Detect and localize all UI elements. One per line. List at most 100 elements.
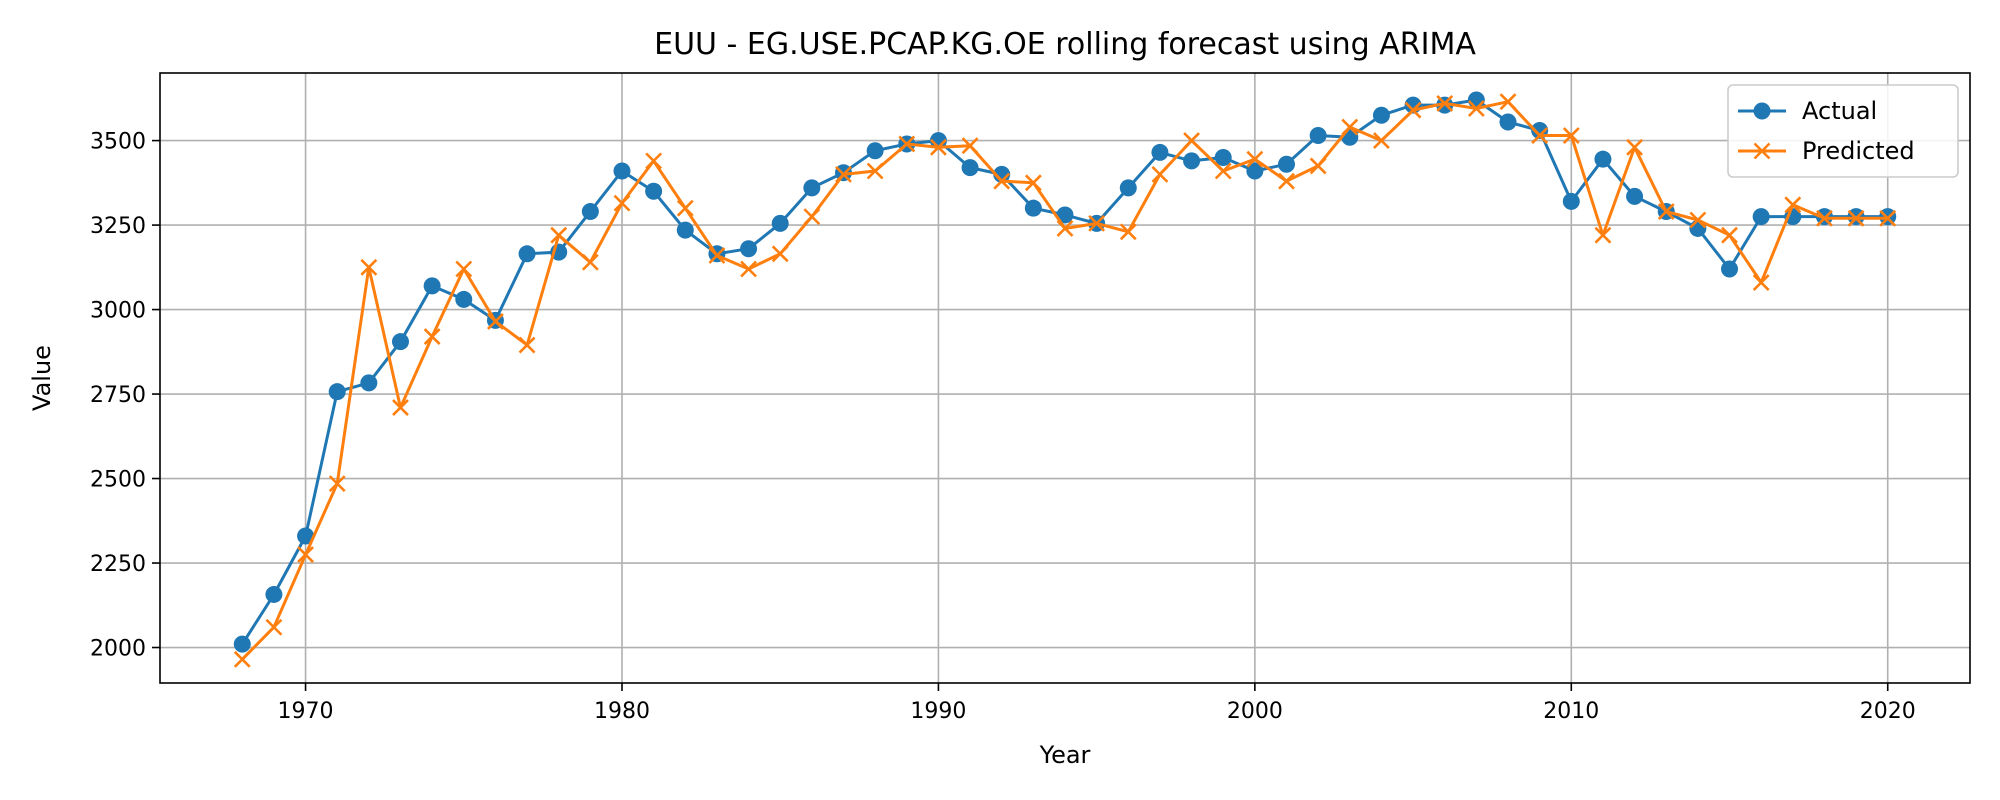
data-point (1753, 102, 1771, 120)
data-point (961, 137, 979, 155)
data-point (1278, 172, 1295, 190)
data-point (518, 336, 536, 354)
data-point (1626, 187, 1644, 205)
data-point (645, 182, 663, 200)
data-point (1119, 223, 1137, 241)
data-point (1151, 165, 1169, 183)
data-point (297, 546, 314, 563)
data-point (360, 258, 378, 276)
x-tick-label: 1970 (278, 699, 334, 724)
data-point (455, 290, 473, 308)
data-point (392, 399, 409, 416)
data-point (771, 214, 789, 232)
x-tick-label: 1980 (594, 699, 650, 724)
data-point (1879, 209, 1897, 227)
data-point (1214, 162, 1232, 180)
data-point (328, 475, 346, 493)
data-point (1467, 100, 1485, 117)
data-point (233, 635, 251, 653)
data-point (1404, 101, 1422, 119)
y-tick-label: 3000 (90, 299, 146, 324)
data-point (1183, 132, 1200, 150)
data-point (265, 618, 283, 636)
data-point (1056, 206, 1074, 224)
data-point (581, 253, 599, 271)
y-tick-label: 2250 (90, 552, 146, 577)
data-point (233, 650, 251, 668)
series-layer (233, 91, 1897, 668)
data-point (1594, 150, 1612, 168)
data-point (1341, 118, 1359, 136)
data-point (803, 208, 821, 226)
data-point (1088, 214, 1106, 232)
x-axis-label: Year (1039, 741, 1091, 769)
data-point (265, 585, 283, 603)
chart-title: EUU - EG.USE.PCAP.KG.OE rolling forecast… (654, 27, 1476, 62)
data-point (1246, 150, 1264, 168)
plot-frame (159, 72, 1971, 684)
data-point (423, 328, 441, 346)
legend-label: Predicted (1802, 137, 1915, 165)
data-point (613, 194, 631, 212)
data-point (1214, 148, 1232, 166)
data-point (803, 179, 821, 197)
data-point (676, 221, 694, 239)
data-point (550, 226, 568, 244)
data-point (423, 277, 441, 295)
data-point (645, 152, 663, 170)
data-point (1531, 127, 1549, 144)
x-axis: 1970 1980 1990 2000 2010 2020 (278, 683, 1916, 724)
data-point (1183, 152, 1201, 170)
data-point (1689, 211, 1707, 229)
data-point (1309, 157, 1327, 175)
data-point (993, 172, 1011, 190)
data-point (613, 162, 631, 180)
data-point (1752, 208, 1770, 226)
data-point (1752, 274, 1770, 291)
y-axis-label: Value (28, 345, 56, 411)
data-point (866, 142, 884, 160)
data-point (1436, 94, 1454, 112)
data-point (581, 203, 599, 221)
data-point (1024, 174, 1042, 192)
data-point (740, 260, 757, 278)
x-tick-label: 1990 (910, 699, 966, 724)
series-predicted (233, 93, 1897, 668)
y-tick-label: 2500 (90, 468, 146, 493)
data-point (961, 159, 979, 177)
legend-label: Actual (1802, 97, 1877, 125)
data-point (676, 199, 694, 217)
data-point (1119, 179, 1137, 197)
data-point (328, 383, 346, 401)
data-point (1562, 127, 1580, 144)
data-point (391, 333, 409, 351)
data-point (1657, 203, 1675, 220)
data-point (1499, 93, 1517, 111)
data-point (1024, 199, 1042, 217)
data-point (1753, 142, 1771, 160)
data-point (1847, 209, 1865, 227)
legend-item-predicted: Predicted (1738, 137, 1915, 165)
data-point (1372, 106, 1390, 124)
data-point (930, 138, 947, 156)
data-point (518, 245, 536, 263)
data-point (1784, 196, 1802, 214)
data-point (1626, 138, 1643, 156)
data-point (1499, 113, 1517, 131)
data-point (771, 245, 789, 263)
data-point (1309, 127, 1327, 145)
data-point (866, 162, 884, 180)
data-point (708, 247, 726, 264)
legend-item-actual: Actual (1738, 97, 1877, 125)
data-point (487, 312, 504, 330)
data-point (1721, 226, 1738, 244)
data-point (1246, 162, 1264, 180)
data-point (1594, 226, 1612, 244)
data-point (1816, 209, 1833, 227)
data-point (360, 374, 378, 392)
x-tick-label: 2010 (1543, 699, 1599, 724)
x-tick-label: 2000 (1227, 699, 1283, 724)
data-point (898, 135, 916, 153)
data-point (297, 527, 315, 545)
